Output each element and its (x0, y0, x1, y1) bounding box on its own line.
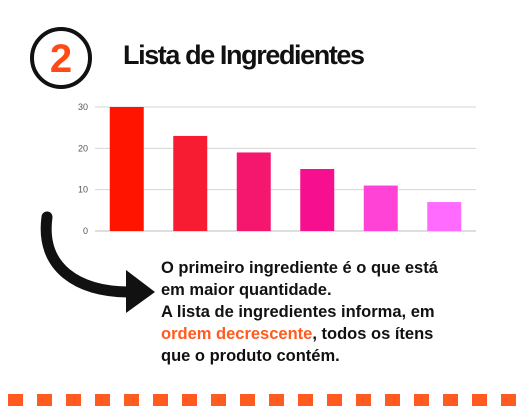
y-tick-label: 10 (78, 185, 88, 195)
y-tick-label: 30 (78, 102, 88, 112)
dash-segment (356, 394, 371, 406)
dash-segment (66, 394, 81, 406)
chart-bars (109, 107, 462, 231)
bar-2 (173, 135, 208, 231)
text-line-4-rest: , todos os ítens (312, 325, 434, 343)
chart-gridlines (95, 106, 476, 232)
text-line-2: em maior quantidade. (161, 281, 332, 299)
page-title: Lista de Ingredientes (123, 40, 365, 70)
y-tick-label: 0 (83, 226, 88, 236)
dash-segment (269, 394, 284, 406)
dashed-divider (8, 394, 516, 406)
bar-4 (300, 169, 335, 231)
dash-segment (37, 394, 52, 406)
highlight-text: ordem decrescente (161, 325, 313, 343)
dash-segment (240, 394, 255, 406)
text-line-1: O primeiro ingrediente é o que está (161, 259, 438, 277)
dash-segment (298, 394, 313, 406)
dash-segment (211, 394, 226, 406)
dash-segment (414, 394, 429, 406)
dash-segment (95, 394, 110, 406)
dash-segment (153, 394, 168, 406)
y-axis-ticks: 0 10 20 30 (78, 102, 88, 236)
dash-segment (327, 394, 342, 406)
arrow-head (126, 270, 155, 313)
dash-segment (472, 394, 487, 406)
text-line-5: que o produto contém. (161, 347, 340, 365)
step-number: 2 (49, 37, 73, 81)
y-tick-label: 20 (78, 143, 88, 153)
dash-segment (385, 394, 400, 406)
dash-segment (124, 394, 139, 406)
bar-1 (109, 107, 144, 231)
explanation-text: O primeiro ingrediente é o que está em m… (161, 257, 523, 367)
bar-5 (363, 185, 398, 231)
step-number-badge: 2 (30, 27, 92, 89)
bar-3 (236, 152, 271, 231)
dash-segment (501, 394, 516, 406)
curved-arrow-icon (40, 211, 136, 298)
dash-segment (8, 394, 23, 406)
bar-6 (427, 202, 462, 231)
dash-segment (443, 394, 458, 406)
dash-segment (182, 394, 197, 406)
text-line-3: A lista de ingredientes informa, em (161, 303, 435, 321)
text-line-4: ordem decrescente, todos os ítens (161, 323, 523, 345)
